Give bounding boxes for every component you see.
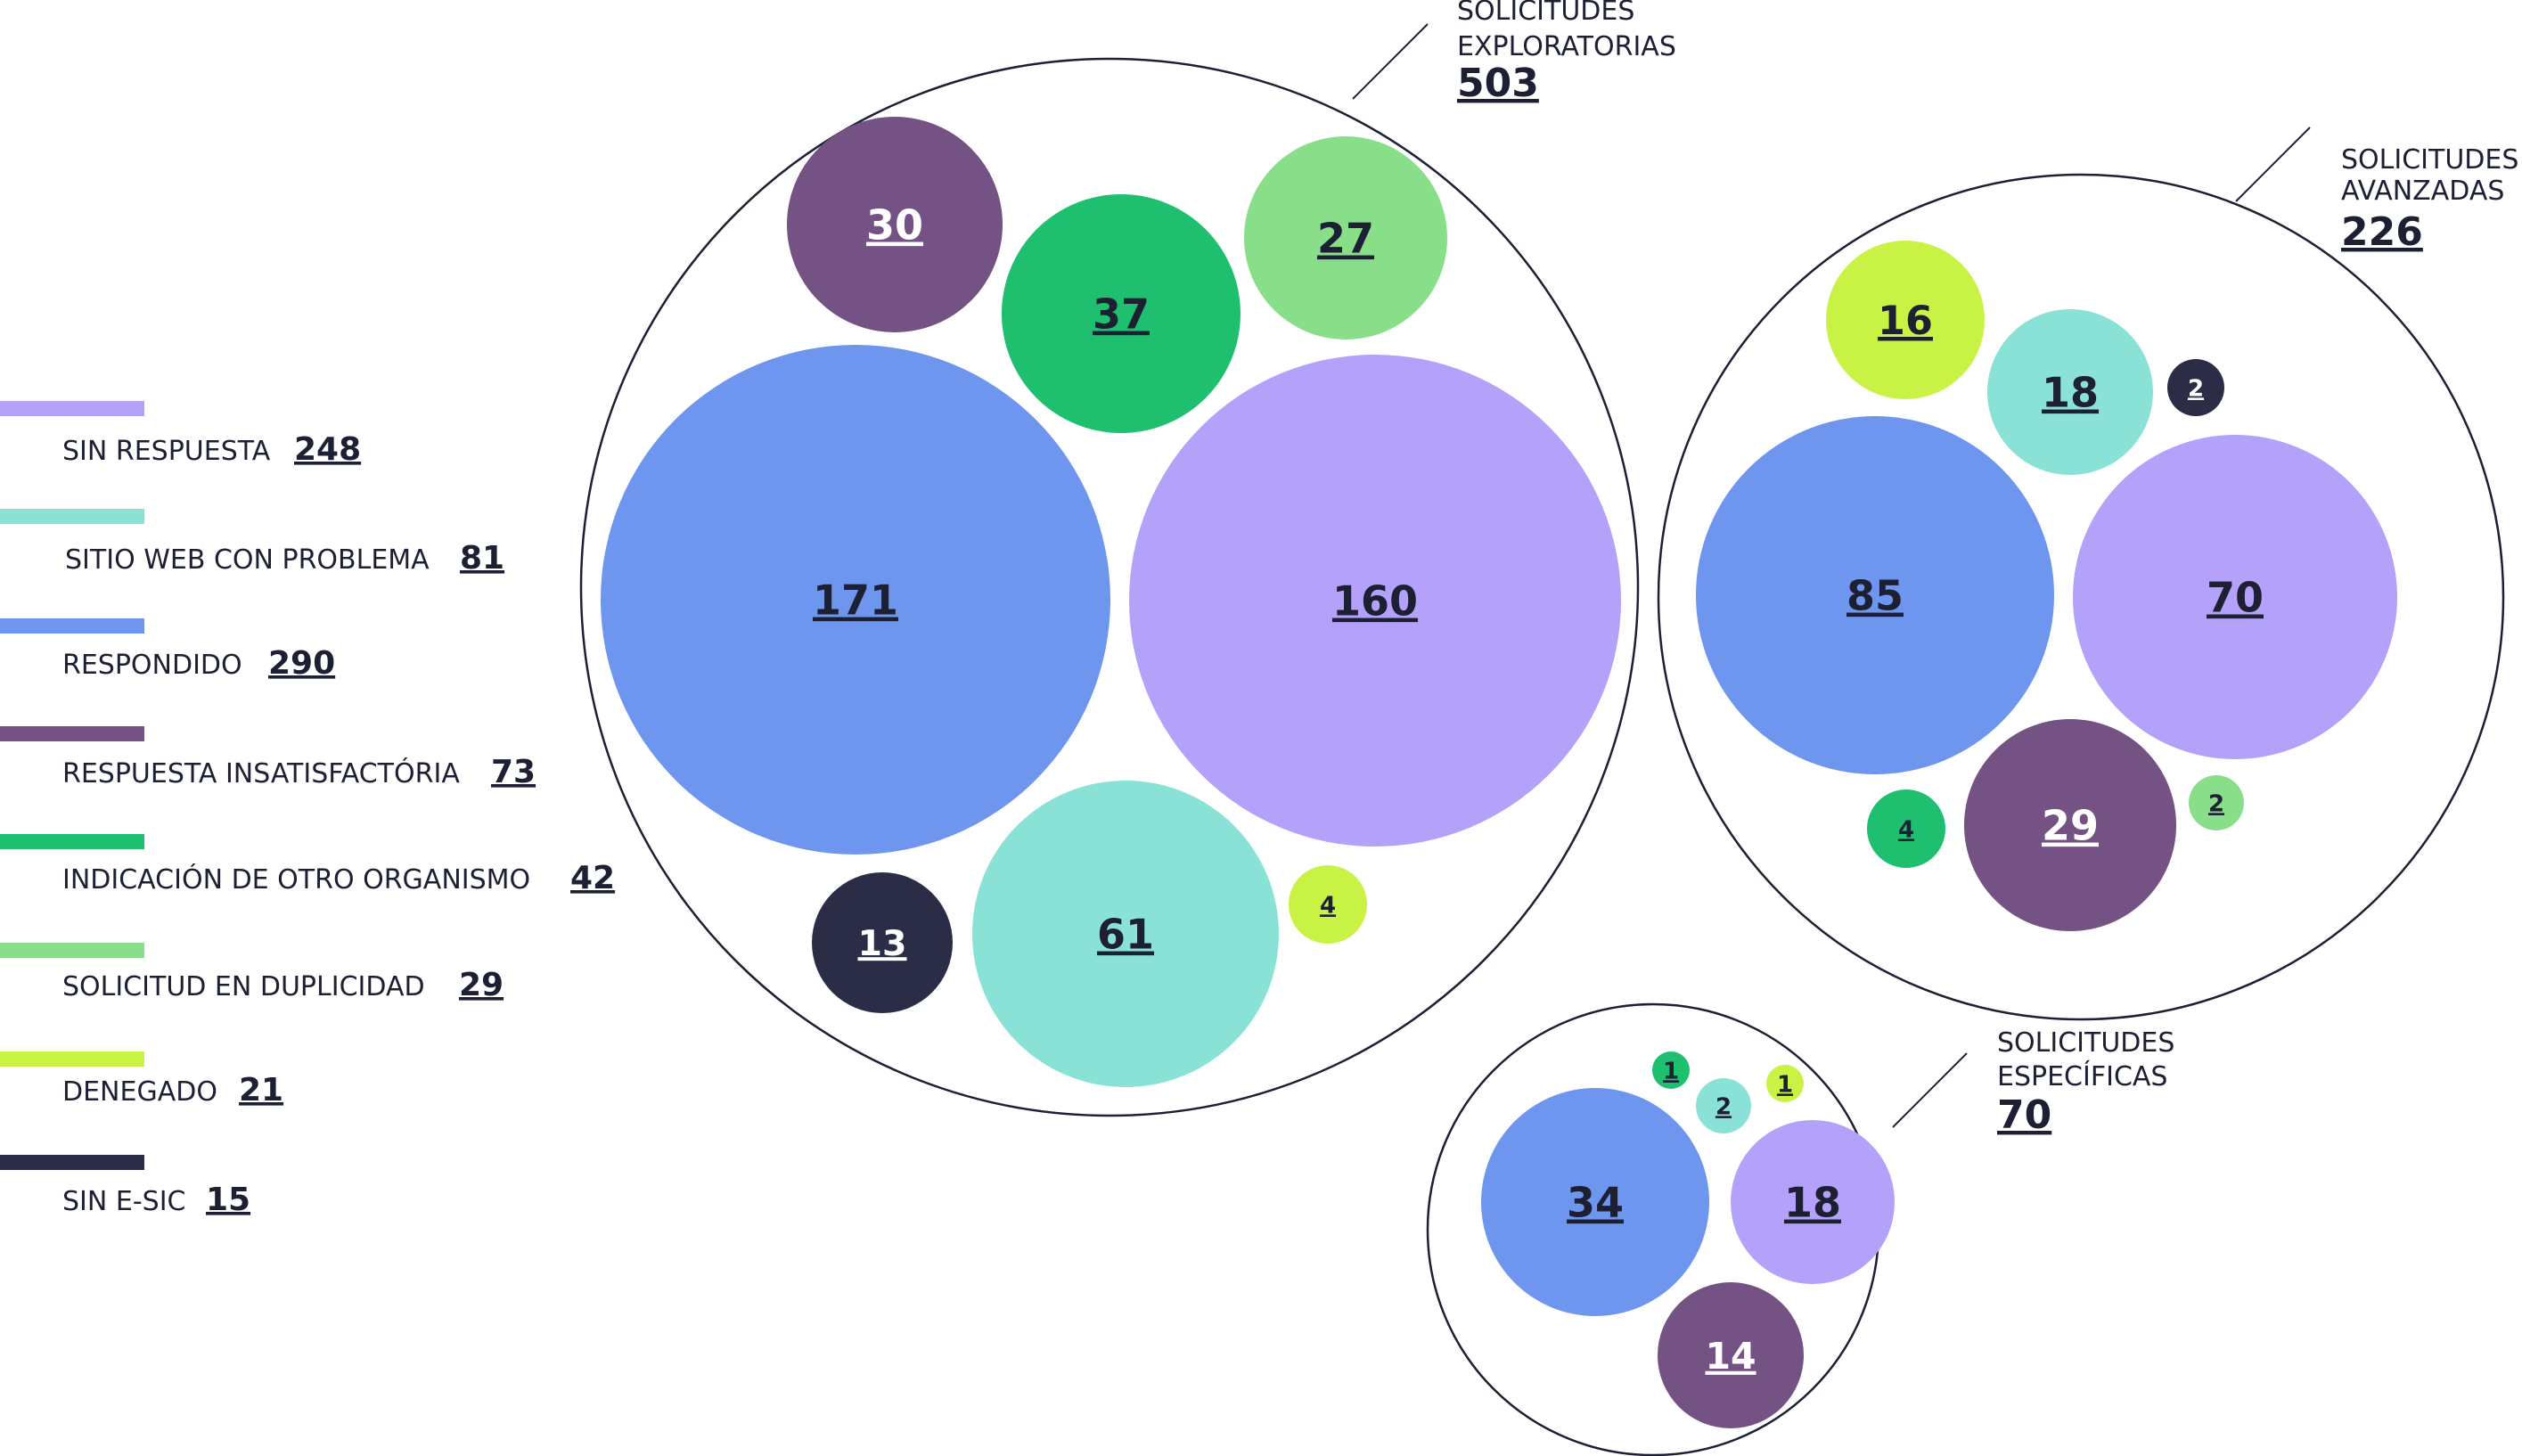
legend-label-denegado: DENEGADO (62, 1076, 217, 1108)
group-title-line2: ESPECÍFICAS (1997, 1060, 2167, 1092)
legend-total-insatisfactoria: 73 (491, 754, 536, 790)
legend-label-sin_respuesta: SIN RESPUESTA (62, 436, 271, 467)
group-outline (1657, 173, 2505, 1021)
legend-label-respondido: RESPONDIDO (62, 650, 242, 681)
group-leader-line (1892, 1052, 1968, 1128)
bubble-label-duplicidad: 27 (1317, 215, 1374, 263)
bubble-respondido (601, 345, 1110, 855)
bubble-sitio_web (1987, 309, 2153, 475)
legend-total-denegado: 21 (239, 1072, 283, 1108)
legend-swatch-respondido (0, 618, 144, 634)
legend-label-otro_organismo: INDICACIÓN DE OTRO ORGANISMO (62, 863, 530, 896)
legend-label-sitio_web: SITIO WEB CON PROBLEMA (65, 544, 430, 576)
bubble-label-insatisfactoria: 14 (1705, 1335, 1756, 1378)
group-total: 226 (2341, 209, 2423, 255)
bubble-sin_respuesta (1129, 355, 1621, 847)
legend-swatch-insatisfactoria (0, 726, 144, 741)
legend-label-insatisfactoria: RESPUESTA INSATISFACTÓRIA (62, 757, 460, 789)
bubble-label-denegado: 16 (1878, 299, 1933, 344)
group-leader-line (2235, 127, 2311, 202)
bubble-label-denegado: 1 (1777, 1071, 1793, 1098)
bubble-denegado (1766, 1065, 1804, 1102)
group-total: 503 (1457, 61, 1539, 106)
bubble-insatisfactoria (1658, 1282, 1804, 1428)
legend-total-sin_esic: 15 (206, 1182, 250, 1218)
legend-total-respondido: 290 (268, 645, 335, 682)
bubble-label-otro_organismo: 4 (1898, 816, 1914, 843)
bubble-respondido (1696, 416, 2054, 774)
group-title-line2: AVANZADAS (2341, 176, 2504, 207)
legend-swatch-sin_respuesta (0, 401, 144, 416)
bubble-label-respondido: 171 (813, 577, 898, 625)
bubble-respondido (1481, 1088, 1709, 1316)
legend-label-sin_esic: SIN E-SIC (62, 1186, 186, 1217)
bubble-sin_respuesta (1731, 1120, 1895, 1284)
group-leader-line (1352, 23, 1429, 100)
legend: SIN RESPUESTA 248 SITIO WEB CON PROBLEMA 81… (0, 401, 615, 1218)
bubble-label-sin_respuesta: 18 (1784, 1179, 1841, 1227)
bubble-duplicidad (1244, 136, 1447, 339)
legend-total-duplicidad: 29 (459, 967, 504, 1003)
bubble-label-respondido: 34 (1567, 1179, 1624, 1227)
bubble-label-sin_esic: 2 (2188, 375, 2204, 402)
bubble-label-denegado: 4 (1320, 892, 1336, 919)
bubble-denegado (1826, 241, 1985, 399)
bubble-label-respondido: 85 (1846, 572, 1904, 620)
bubble-sin_esic (2167, 359, 2224, 416)
bubble-label-sin_esic: 13 (858, 923, 907, 964)
group-title-line1: SOLICITUDES (1457, 0, 1634, 27)
bubble-insatisfactoria (1964, 719, 2176, 931)
bubble-insatisfactoria (787, 117, 1003, 332)
legend-swatch-duplicidad (0, 943, 144, 958)
legend-swatch-otro_organismo (0, 834, 144, 849)
bubble-label-sin_respuesta: 70 (2207, 574, 2264, 622)
bubble-sin_respuesta (2073, 435, 2397, 759)
bubble-otro_organismo (1652, 1051, 1690, 1089)
bubble-label-sitio_web: 2 (1715, 1093, 1732, 1120)
bubble-sitio_web (972, 781, 1279, 1087)
legend-swatch-denegado (0, 1051, 144, 1067)
legend-total-otro_organismo: 42 (570, 860, 615, 896)
bubble-denegado (1289, 865, 1367, 944)
group-total: 70 (1997, 1092, 2051, 1138)
bubble-otro_organismo (1002, 194, 1241, 433)
bubble-sin_esic (812, 872, 953, 1013)
legend-total-sitio_web: 81 (460, 540, 504, 577)
bubble-label-sitio_web: 61 (1097, 911, 1154, 959)
legend-total-sin_respuesta: 248 (294, 431, 361, 468)
bubble-label-otro_organismo: 1 (1663, 1058, 1679, 1084)
group-outline (579, 57, 1640, 1117)
bubble-label-sitio_web: 18 (2042, 369, 2099, 417)
legend-label-duplicidad: SOLICITUD EN DUPLICIDAD (62, 971, 425, 1002)
bubble-label-sin_respuesta: 160 (1332, 577, 1418, 626)
bubble-label-insatisfactoria: 30 (866, 201, 923, 249)
bubble-label-duplicidad: 2 (2208, 790, 2224, 817)
bubble-label-otro_organismo: 37 (1093, 290, 1150, 339)
bubble-duplicidad (2189, 775, 2244, 830)
legend-swatch-sin_esic (0, 1155, 144, 1170)
bubble-label-insatisfactoria: 29 (2042, 802, 2099, 850)
group-title-line1: SOLICITUDES (2341, 144, 2518, 176)
bubble-sitio_web (1696, 1078, 1751, 1133)
group-title-line1: SOLICITUDES (1997, 1027, 2174, 1059)
group-title-line2: EXPLORATORIAS (1457, 31, 1676, 62)
legend-swatch-sitio_web (0, 509, 144, 524)
bubble-otro_organismo (1867, 789, 1945, 868)
